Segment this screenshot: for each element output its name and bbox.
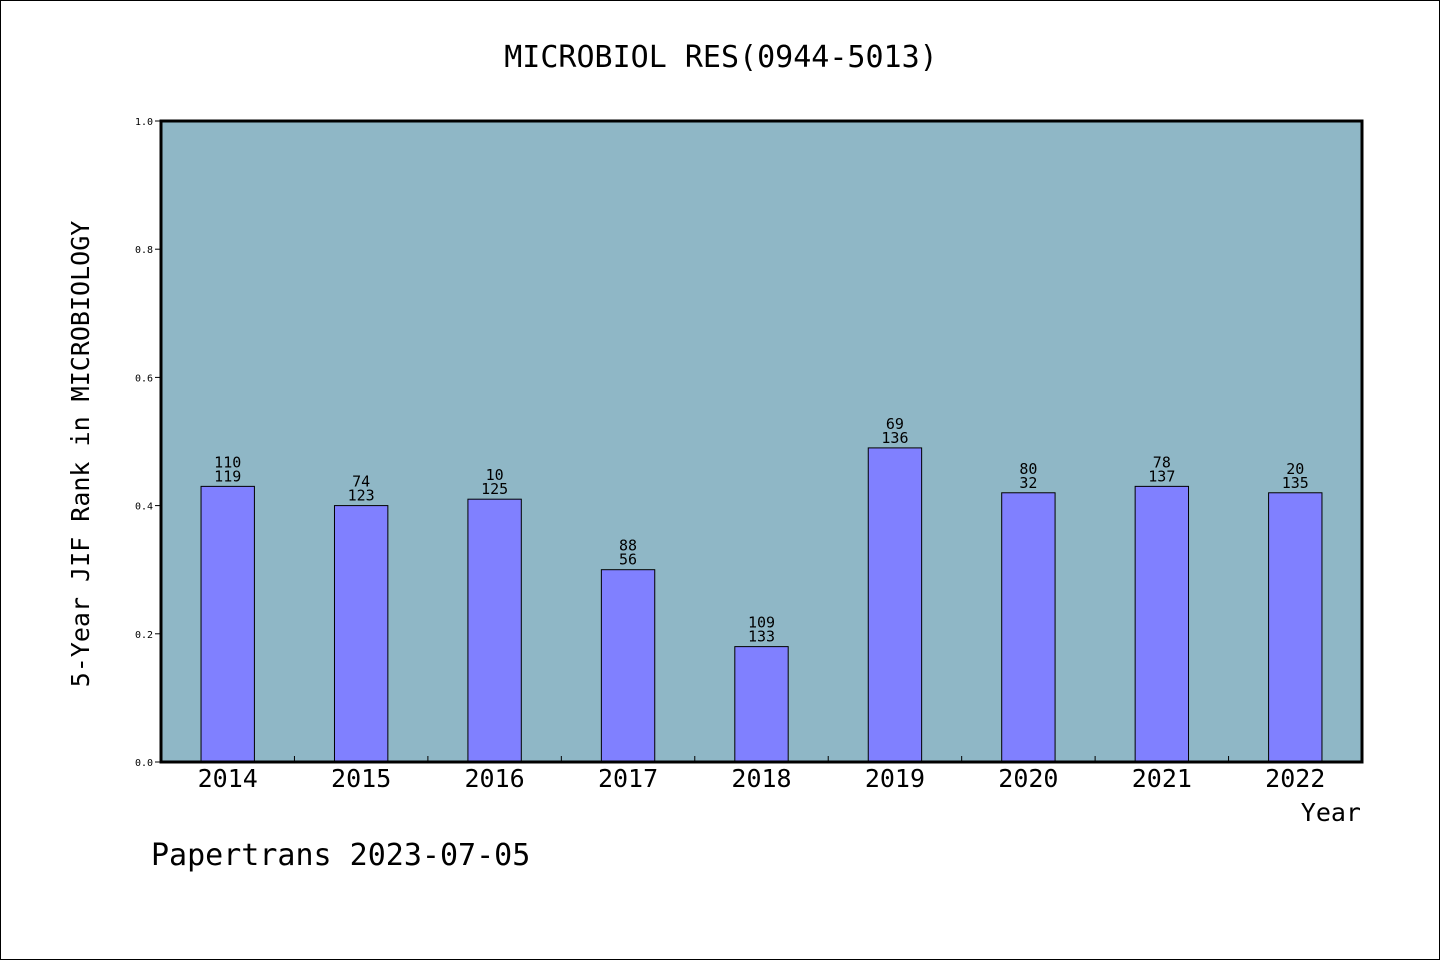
bar-label-bottom: 135 (1282, 474, 1309, 492)
bar-label-bottom: 136 (881, 429, 908, 447)
y-tick-label: 1.0 (135, 117, 153, 128)
bar-label-bottom: 32 (1019, 474, 1037, 492)
bar-label-top: 88 (619, 537, 637, 555)
y-tick-label: 0.0 (135, 758, 153, 769)
x-tick-label: 2022 (1265, 764, 1325, 793)
x-tick-label: 2017 (598, 764, 658, 793)
bar (867, 447, 923, 763)
bar (1001, 492, 1056, 763)
x-axis-label: Year (1301, 798, 1361, 827)
bar (734, 646, 789, 763)
bar-label-bottom: 133 (748, 628, 775, 646)
bar-label-top: 69 (886, 415, 904, 433)
bar-label-bottom: 123 (348, 487, 375, 505)
footer-stamp: Papertrans 2023-07-05 (151, 838, 530, 873)
x-tick-label: 2016 (465, 764, 525, 793)
bar (200, 485, 255, 763)
bars-group (200, 447, 1323, 763)
plot-border (159, 119, 1364, 764)
x-tick-label: 2014 (198, 764, 258, 793)
y-tick-label: 0.6 (135, 373, 153, 384)
x-tick-label: 2021 (1132, 764, 1192, 793)
bar (467, 498, 522, 763)
bar-label-bottom: 125 (481, 480, 508, 498)
bar-label-bottom: 119 (214, 467, 241, 485)
y-axis: 0.0 0.2 0.4 0.6 0.8 1.0 (135, 117, 161, 769)
bar (333, 505, 389, 763)
bar-label-top: 20 (1286, 460, 1304, 478)
x-tick-label: 2015 (331, 764, 391, 793)
bar (1268, 492, 1323, 763)
y-axis-label: 5-Year JIF Rank in MICROBIOLOGY (66, 221, 95, 688)
bar-label-top: 74 (352, 473, 370, 491)
chart-title: MICROBIOL RES(0944-5013) (504, 40, 937, 75)
bar-label-top: 80 (1019, 460, 1037, 478)
bar-label-top: 109 (748, 614, 775, 632)
y-tick-label: 0.2 (135, 630, 153, 641)
bar-label-bottom: 56 (619, 551, 637, 569)
bar-label-top: 10 (486, 466, 504, 484)
bar (600, 569, 656, 763)
x-tick-label: 2019 (865, 764, 925, 793)
y-tick-label: 0.8 (135, 245, 153, 256)
y-tick-label: 0.4 (135, 502, 153, 513)
x-tick-label: 2020 (998, 764, 1058, 793)
bar-label-top: 78 (1153, 453, 1171, 471)
x-tick-label: 2018 (731, 764, 791, 793)
bar-label-bottom: 137 (1148, 467, 1175, 485)
bar-label-top: 110 (214, 453, 241, 471)
bar (1134, 485, 1190, 763)
x-axis: 2014 2015 2016 2017 2018 2019 2020 2021 2022 (198, 756, 1325, 793)
